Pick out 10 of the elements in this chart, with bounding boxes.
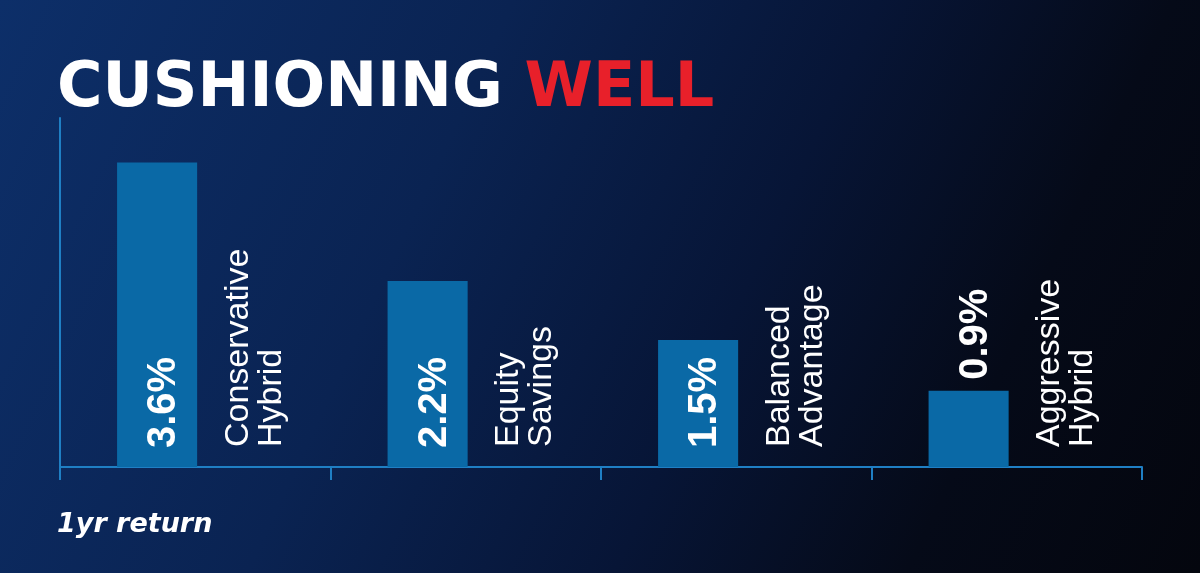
data-label: 3.6% [139, 356, 184, 448]
x-tick-label: Balanced Advantage [757, 284, 829, 447]
x-tick-label: Equity Savings [487, 326, 559, 447]
chart-title: CUSHIONING WELL [57, 48, 715, 121]
x-tick-label: Aggressive Hybrid [1028, 278, 1100, 447]
data-label: 1.5% [680, 356, 725, 448]
data-label: 2.2% [409, 356, 454, 448]
data-label: 0.9% [950, 288, 995, 380]
x-tick-label: Conservative Hybrid [216, 248, 288, 447]
text: 1yr return [57, 507, 213, 538]
